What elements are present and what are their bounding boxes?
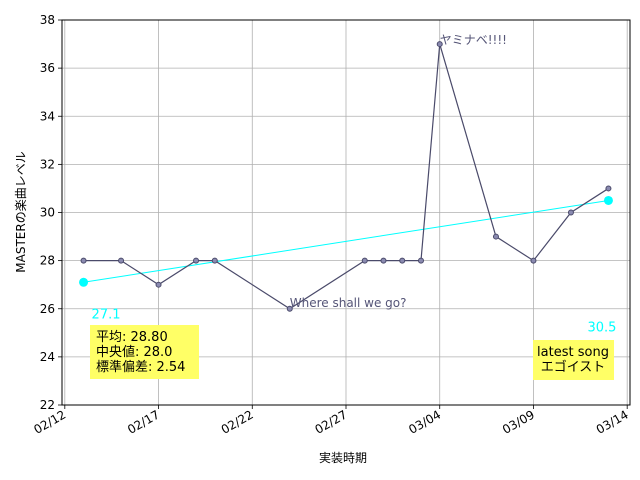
data-point: [155, 281, 162, 288]
x-tick-label: 02/17: [125, 407, 162, 436]
stats-line: 標準偏差: 2.54: [96, 359, 185, 375]
y-tick-label: 38: [40, 13, 55, 27]
x-tick-label: 03/09: [500, 407, 537, 436]
data-point: [361, 257, 368, 264]
data-point: [605, 185, 612, 192]
x-tick-label: 03/14: [594, 407, 631, 436]
data-point: [436, 41, 443, 48]
stats-background: [90, 325, 199, 379]
latest-line: エゴイスト: [541, 359, 606, 375]
x-axis-label: 実装時期: [319, 450, 367, 465]
data-point: [118, 257, 125, 264]
latest-background: [533, 340, 614, 380]
data-point: [417, 257, 424, 264]
stats-line: 平均: 28.80: [96, 330, 168, 345]
data-point: [211, 257, 218, 264]
data-point: [399, 257, 406, 264]
x-tick-label: 02/22: [219, 407, 256, 436]
y-tick-label: 26: [40, 302, 55, 316]
y-tick-label: 34: [40, 109, 55, 123]
y-tick-label: 32: [40, 157, 55, 171]
x-tick-label: 02/27: [313, 407, 350, 436]
y-axis: 22 24 26 28 30 32 34 36 38: [40, 13, 62, 412]
trend-end-point: [603, 195, 613, 205]
data-point: [80, 257, 87, 264]
data-point: [530, 257, 537, 264]
data-point: [567, 209, 574, 216]
y-axis-label: MASTERの楽曲レベル: [14, 151, 28, 272]
data-point: [380, 257, 387, 264]
trend-line-path: [83, 199, 609, 283]
x-tick-label: 03/04: [406, 407, 443, 436]
trend-start-point: [79, 277, 89, 287]
annotation-low: Where shall we go?: [290, 296, 407, 310]
annotations: ヤミナベ!!!! Where shall we go?: [290, 33, 507, 310]
trend-end-label: 30.5: [587, 320, 616, 335]
trend-start-label: 27.1: [92, 307, 121, 322]
data-point: [193, 257, 200, 264]
latest-line: latest song: [537, 345, 609, 360]
data-point: [286, 305, 293, 312]
y-tick-label: 36: [40, 61, 55, 75]
x-axis: 02/12 02/17 02/22 02/27 03/04 03/09 03/14: [31, 405, 631, 437]
grid: [62, 19, 630, 406]
annotation-peak: ヤミナベ!!!!: [440, 33, 507, 47]
trend-line: 27.1 30.5: [79, 195, 616, 335]
series-line: [80, 41, 612, 312]
data-point: [492, 233, 499, 240]
y-tick-label: 30: [40, 206, 55, 220]
y-tick-label: 22: [40, 398, 55, 412]
y-tick-label: 28: [40, 254, 55, 268]
y-tick-label: 24: [40, 350, 55, 364]
stats-line: 中央値: 28.0: [96, 344, 172, 360]
